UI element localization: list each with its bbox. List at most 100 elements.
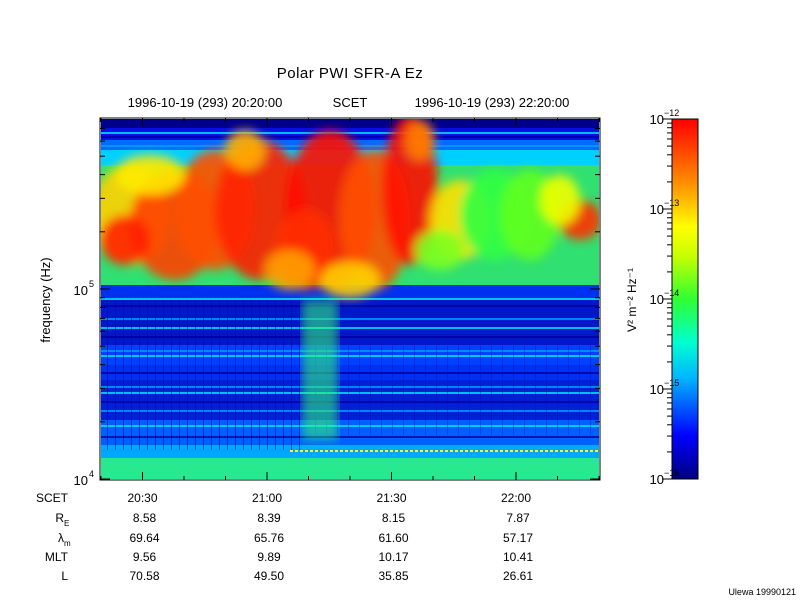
spectrum-dot: [545, 450, 548, 452]
spectrum-striation: [251, 300, 252, 450]
spectrum-dot: [355, 450, 358, 452]
spectrum-streak: [101, 327, 599, 329]
emission-column: [302, 300, 338, 440]
colorbar-tick-label: 10: [650, 202, 664, 217]
spectrum-dot: [555, 450, 558, 452]
colorbar-tick-label: 10: [650, 292, 664, 307]
ephemeris-value: 21:00: [252, 491, 282, 505]
spectrum-striation: [535, 345, 536, 435]
emission-region: [101, 119, 599, 298]
spectrum-dot: [415, 450, 418, 452]
spectrum-streak: [101, 355, 599, 357]
spectrum-striation: [403, 345, 404, 435]
spectrum-dot: [480, 450, 483, 452]
ephemeris-row-label: MLT: [45, 550, 69, 564]
spectrum-dot: [515, 450, 518, 452]
spectrum-streak: [101, 318, 599, 320]
y-tick-exponent: 5: [89, 279, 94, 289]
spectrum-dot: [370, 450, 373, 452]
spectrum-striation: [557, 345, 558, 435]
spectrum-dot: [475, 450, 478, 452]
colorbar: [671, 118, 699, 480]
ephemeris-row-label-sub: E: [64, 519, 69, 528]
y-tick-exponent: 4: [89, 469, 94, 479]
spectrum-dot: [340, 450, 343, 452]
spectrum-dot: [410, 450, 413, 452]
spectrum-striation: [107, 300, 108, 450]
spectrum-dot: [305, 450, 308, 452]
spectrum-dot: [310, 450, 313, 452]
spectrum-streak: [101, 305, 599, 307]
emission-blob: [115, 155, 185, 195]
ephemeris-value: 8.58: [133, 511, 157, 525]
ephemeris-value: 26.61: [503, 569, 533, 583]
spectrum-striation: [480, 345, 481, 435]
emission-blob: [415, 230, 465, 270]
spectrum-dot: [345, 450, 348, 452]
spectrum-dot: [525, 450, 528, 452]
ephemeris-value: 57.17: [503, 531, 533, 545]
spectrum-dot: [520, 450, 523, 452]
spectrum-dot: [315, 450, 318, 452]
spectrum-dot: [465, 450, 468, 452]
spectrum-dot: [560, 450, 563, 452]
colorbar-tick-label: 10: [650, 382, 664, 397]
spectrum-striation: [579, 345, 580, 435]
spectrum-striation: [458, 345, 459, 435]
ephemeris-value: 70.58: [129, 569, 159, 583]
spectrum-band: [101, 458, 599, 479]
spectrum-streak: [101, 425, 599, 427]
spectrum-striation: [370, 345, 371, 435]
spectrum-dot: [300, 450, 303, 452]
spectrum-dot: [595, 450, 598, 452]
axis-ticks: [100, 118, 600, 480]
spectrum-dot: [500, 450, 503, 452]
spectrum-dot: [540, 450, 543, 452]
y-axis-label: frequency (Hz): [38, 257, 53, 342]
colorbar-tick-label: 10: [650, 472, 664, 487]
ephemeris-value: 35.85: [378, 569, 408, 583]
spectrum-striation: [195, 300, 196, 450]
colorbar-tick-exponent: −14: [664, 288, 679, 298]
spectrum-band: [101, 420, 599, 445]
ephemeris-value: 8.15: [382, 511, 406, 525]
spectrum-dot: [435, 450, 438, 452]
ephemeris-value: 7.87: [506, 511, 530, 525]
spectrum-dot: [335, 450, 338, 452]
spectrum-dot: [445, 450, 448, 452]
spectrum-dot: [460, 450, 463, 452]
ephemeris-row-label: λ: [58, 531, 64, 545]
ephemeris-value: 10.17: [378, 550, 408, 564]
spectrum-dot: [430, 450, 433, 452]
ephemeris-value: 21:30: [376, 491, 406, 505]
spectrum-dot: [450, 450, 453, 452]
spectrum-streak: [101, 298, 599, 300]
spectrum-striation: [219, 300, 220, 450]
spectrum-striation: [414, 345, 415, 435]
spectrum-striation: [590, 345, 591, 435]
spectrum-dot: [290, 450, 293, 452]
spectrum-dot: [320, 450, 323, 452]
ephemeris-value: 49.50: [254, 569, 284, 583]
ephemeris-value: 10.41: [503, 550, 533, 564]
time-end-label: 1996-10-19 (293) 22:20:00: [415, 95, 570, 110]
spectrum-striation: [131, 300, 132, 450]
spectrum-striation: [425, 345, 426, 435]
spectrum-striation: [469, 345, 470, 435]
spectrum-striation: [267, 300, 268, 450]
colorbar-tick-exponent: −15: [664, 378, 679, 388]
emission-blob: [405, 120, 435, 160]
spectrum-striation: [392, 345, 393, 435]
spectrum-dot: [580, 450, 583, 452]
spectrum-dot: [565, 450, 568, 452]
spectrum-dot: [390, 450, 393, 452]
spectrum-streak: [101, 386, 599, 388]
spectrum-striation: [502, 345, 503, 435]
spectrum-striation: [436, 345, 437, 435]
spectrum-striation: [283, 300, 284, 450]
ephemeris-row-label-sub: m: [64, 539, 71, 548]
spectrum-dot: [575, 450, 578, 452]
spectrum-striation: [187, 300, 188, 450]
